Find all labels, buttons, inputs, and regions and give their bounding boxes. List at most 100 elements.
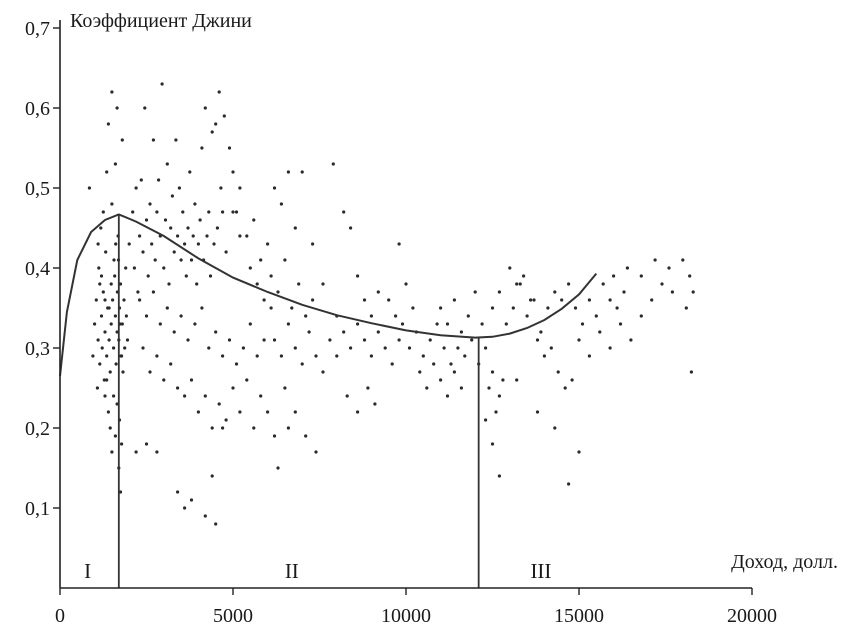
data-point — [167, 282, 171, 286]
data-point — [193, 322, 197, 326]
data-point — [98, 362, 102, 366]
data-point — [210, 130, 214, 134]
trend-curve — [59, 213, 598, 377]
data-point — [102, 378, 106, 382]
data-point — [515, 282, 519, 286]
data-point — [452, 370, 456, 374]
data-point — [221, 354, 225, 358]
data-point — [148, 202, 152, 206]
data-point — [106, 410, 110, 414]
data-point — [136, 290, 140, 294]
data-point — [181, 210, 185, 214]
data-point — [110, 90, 114, 94]
data-point — [369, 314, 373, 318]
data-point — [598, 330, 602, 334]
data-point — [497, 394, 501, 398]
data-point — [214, 330, 218, 334]
data-point — [183, 506, 187, 510]
data-point — [394, 314, 398, 318]
data-point — [99, 226, 103, 230]
data-point — [484, 346, 488, 350]
data-point — [219, 186, 223, 190]
y-tick-label: 0,2 — [25, 418, 50, 440]
data-point — [87, 186, 91, 190]
data-point — [567, 482, 571, 486]
data-point — [535, 410, 540, 414]
data-point — [157, 178, 161, 182]
data-point — [373, 402, 377, 406]
data-point — [124, 266, 128, 270]
data-point — [504, 322, 508, 326]
data-point — [212, 242, 216, 246]
data-point — [608, 346, 612, 350]
data-point — [138, 298, 142, 302]
data-point — [490, 442, 495, 446]
data-point — [522, 274, 526, 278]
data-point — [221, 210, 225, 214]
data-point — [111, 298, 115, 302]
data-point — [470, 338, 474, 342]
data-point — [293, 346, 297, 350]
data-point — [439, 378, 443, 382]
data-point — [189, 258, 194, 262]
data-point — [321, 370, 325, 374]
data-point — [259, 394, 263, 398]
data-point — [113, 434, 117, 438]
data-point — [113, 162, 117, 166]
data-point — [158, 322, 162, 326]
data-point — [169, 362, 173, 366]
data-point — [283, 386, 287, 390]
data-point — [342, 330, 346, 334]
data-point — [203, 106, 207, 110]
data-point — [176, 490, 180, 494]
zone-label: I — [84, 559, 91, 583]
data-point — [120, 442, 124, 446]
data-point — [134, 186, 138, 190]
data-point — [93, 322, 97, 326]
data-point — [269, 274, 273, 278]
data-point — [497, 474, 501, 478]
data-point — [217, 90, 221, 94]
data-point — [349, 226, 353, 230]
data-point — [105, 378, 109, 382]
data-point — [456, 346, 460, 350]
data-point — [238, 234, 242, 238]
data-point — [124, 314, 128, 318]
axes — [59, 20, 752, 589]
data-point — [349, 346, 353, 350]
data-point — [290, 306, 294, 310]
data-point — [376, 290, 380, 294]
data-point — [269, 306, 273, 310]
data-point — [311, 242, 315, 246]
data-point — [494, 410, 498, 414]
data-point — [345, 394, 349, 398]
data-point — [162, 266, 166, 270]
data-point — [428, 338, 432, 342]
data-point — [511, 306, 515, 310]
data-point — [366, 386, 370, 390]
data-point — [653, 258, 657, 262]
data-point — [151, 290, 155, 294]
data-point — [153, 258, 157, 262]
data-point — [689, 370, 694, 374]
data-point — [248, 266, 252, 270]
data-point — [539, 330, 543, 334]
data-point — [131, 210, 135, 214]
data-point — [198, 218, 202, 222]
data-point — [529, 298, 533, 302]
zone-labels: I II III — [84, 559, 551, 583]
data-point — [594, 314, 598, 318]
data-point — [487, 386, 491, 390]
data-point — [259, 258, 263, 262]
data-point — [107, 306, 111, 310]
data-point — [132, 266, 136, 270]
data-point — [421, 354, 425, 358]
y-tick-label: 0,3 — [25, 338, 50, 360]
data-point — [108, 370, 112, 374]
data-point — [311, 298, 315, 302]
data-point — [155, 450, 159, 454]
data-point — [660, 282, 664, 286]
data-point — [120, 138, 124, 142]
data-point — [210, 474, 214, 478]
data-point — [151, 138, 155, 142]
